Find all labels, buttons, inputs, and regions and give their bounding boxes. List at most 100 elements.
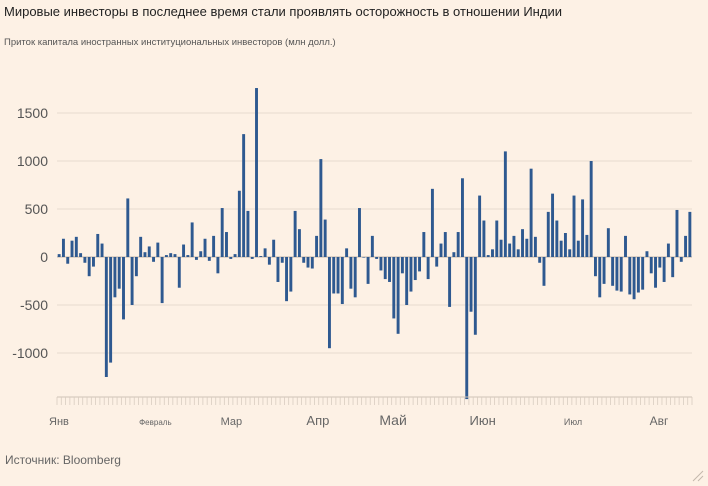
bar <box>237 190 241 257</box>
bar <box>130 257 134 305</box>
bar <box>57 254 61 257</box>
bar <box>126 198 130 257</box>
bar <box>259 256 263 257</box>
bar <box>409 257 413 292</box>
bar <box>671 257 675 278</box>
bar <box>606 228 610 257</box>
bar <box>581 199 585 257</box>
bar <box>542 257 546 286</box>
y-tick-label: 1500 <box>17 105 48 121</box>
bar <box>499 239 503 257</box>
bar <box>521 229 524 257</box>
bar <box>276 257 280 282</box>
bar <box>375 257 379 259</box>
bar <box>413 257 417 281</box>
bar <box>182 244 186 257</box>
data-bars <box>57 88 692 400</box>
bar <box>327 257 331 349</box>
bar <box>177 257 181 288</box>
bar <box>229 257 233 259</box>
bar <box>400 257 404 274</box>
bar <box>465 257 469 400</box>
source-note: Источник: Bloomberg <box>5 453 121 467</box>
bar <box>576 240 580 257</box>
bar <box>533 236 537 257</box>
x-tick-label: Февраль <box>139 418 172 427</box>
bar <box>267 257 271 265</box>
y-tick-label: 1000 <box>17 153 48 169</box>
bar <box>555 220 559 257</box>
x-tick-label: Апр <box>306 413 329 428</box>
bar <box>615 257 619 291</box>
bar <box>345 248 349 257</box>
bar <box>332 257 336 294</box>
bar <box>70 240 74 257</box>
bar <box>194 257 198 260</box>
bar <box>503 151 507 257</box>
bar <box>491 249 494 257</box>
y-tick-label: 500 <box>25 201 49 217</box>
bar <box>306 257 310 268</box>
resize-corner-icon[interactable] <box>690 468 704 482</box>
y-tick-label: 0 <box>40 249 48 265</box>
bar <box>289 257 293 292</box>
bar <box>203 238 207 257</box>
bar <box>486 255 490 257</box>
bar <box>297 229 301 257</box>
bar <box>662 257 666 282</box>
bar <box>538 257 542 263</box>
x-tick-label: Июн <box>469 413 495 428</box>
bar <box>594 257 597 277</box>
bar <box>156 242 160 257</box>
bar <box>624 235 627 257</box>
bar <box>302 257 306 263</box>
bar <box>396 257 400 334</box>
bar <box>74 236 78 257</box>
bar <box>658 257 662 268</box>
bar <box>109 257 113 363</box>
bar <box>563 233 567 257</box>
bar <box>293 210 297 257</box>
bar <box>675 209 679 257</box>
bar <box>272 239 276 257</box>
bar <box>242 134 246 257</box>
bar <box>143 252 147 257</box>
bar <box>439 243 443 257</box>
bar <box>280 257 284 263</box>
bar <box>452 252 456 257</box>
bar <box>212 235 216 257</box>
bar <box>117 257 121 289</box>
bar <box>568 249 572 257</box>
bar <box>319 159 323 257</box>
bar <box>598 257 602 298</box>
bar <box>66 257 70 264</box>
x-tick-label: Авг <box>650 414 669 428</box>
bar <box>426 257 430 280</box>
bar <box>422 232 426 257</box>
bar <box>585 234 589 257</box>
bar <box>358 208 361 257</box>
bar <box>315 235 319 257</box>
bar <box>495 220 499 257</box>
bar <box>688 211 692 257</box>
bar <box>169 253 173 257</box>
bar <box>641 257 645 290</box>
bar <box>366 257 370 284</box>
bar <box>207 257 211 261</box>
bar <box>139 236 143 257</box>
bar <box>190 222 194 257</box>
bar <box>233 254 237 257</box>
bar <box>430 188 434 257</box>
bar <box>340 257 344 305</box>
bar <box>418 257 422 272</box>
bar <box>250 257 254 259</box>
bar <box>255 88 258 257</box>
bar <box>473 257 477 335</box>
bar <box>323 219 327 257</box>
x-axis: Янв Февраль Мар Апр Май Июн Июл Авг <box>49 396 693 428</box>
bar <box>448 257 452 307</box>
grid-lines <box>57 112 692 354</box>
y-axis-tick-labels: 1500 1000 500 0 -500 -1000 <box>12 105 48 361</box>
bar <box>551 193 555 257</box>
bar <box>87 257 91 277</box>
